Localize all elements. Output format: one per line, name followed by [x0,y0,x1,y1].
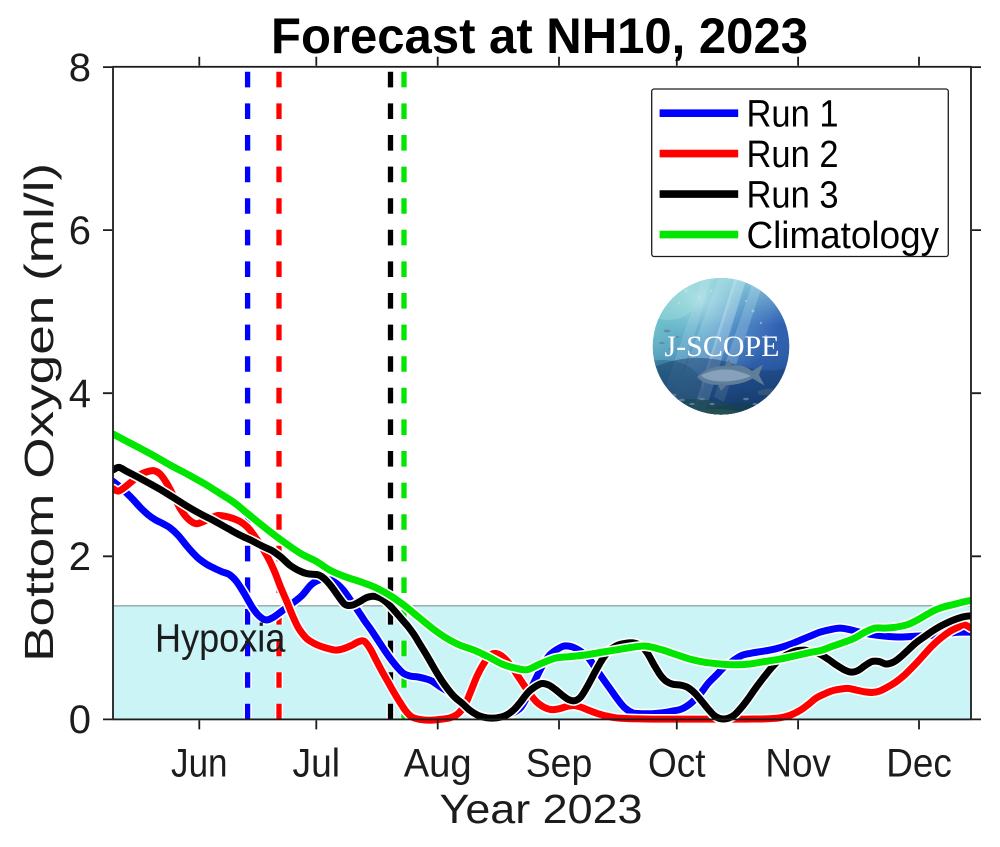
svg-text:Hypoxia: Hypoxia [155,617,285,661]
svg-text:Forecast at NH10, 2023: Forecast at NH10, 2023 [271,8,808,64]
svg-text:Nov: Nov [765,742,831,786]
svg-text:Jun: Jun [171,742,228,786]
svg-text:Aug: Aug [404,742,472,786]
svg-text:J-SCOPE: J-SCOPE [665,330,780,363]
svg-text:8: 8 [69,46,91,90]
svg-text:2: 2 [69,535,91,579]
svg-text:Sep: Sep [526,742,593,786]
svg-text:Year 2023: Year 2023 [440,786,643,832]
svg-text:Oct: Oct [648,742,706,786]
svg-text:6: 6 [69,209,91,253]
svg-text:0: 0 [69,698,91,742]
svg-text:Jul: Jul [293,742,341,786]
svg-text:Climatology: Climatology [747,215,940,257]
svg-text:Run 3: Run 3 [747,174,839,216]
svg-text:Bottom Oxygen (ml/l): Bottom Oxygen (ml/l) [16,163,62,662]
svg-text:Run 1: Run 1 [747,93,839,135]
svg-text:Dec: Dec [886,742,952,786]
svg-text:Run 2: Run 2 [747,134,839,176]
svg-text:4: 4 [69,372,91,416]
